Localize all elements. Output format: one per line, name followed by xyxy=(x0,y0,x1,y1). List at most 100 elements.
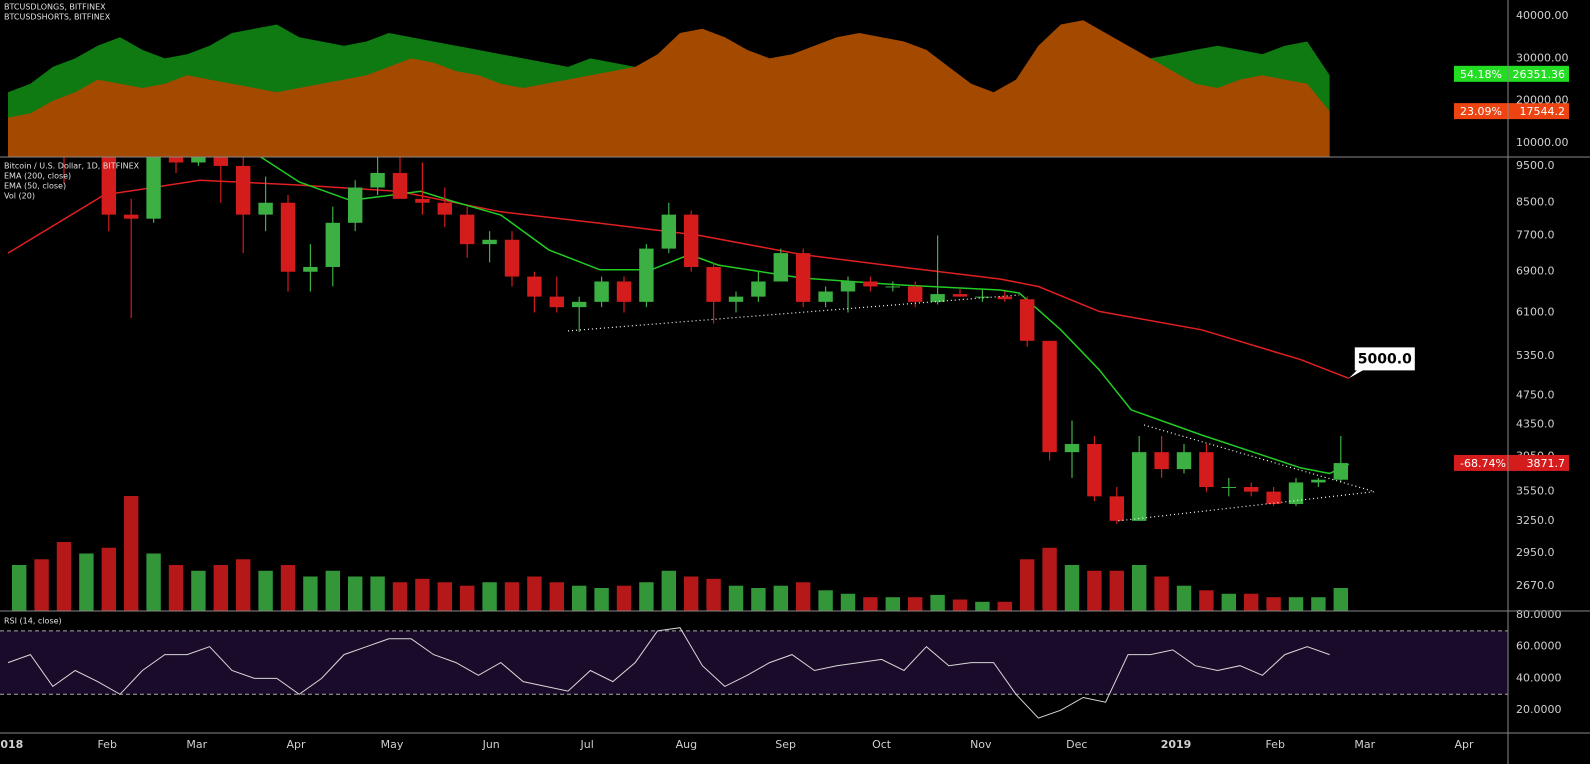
volume-bar xyxy=(885,597,900,611)
candle-body xyxy=(616,281,632,302)
price-value: 26351.36 xyxy=(1513,68,1566,81)
volume-bar xyxy=(437,582,452,611)
y-tick-label: 40.0000 xyxy=(1516,671,1562,684)
volume-bar xyxy=(751,588,766,611)
volume-bar xyxy=(1064,565,1080,611)
candle-body xyxy=(392,172,408,199)
price-change: -68.74% xyxy=(1460,457,1506,470)
volume-bar xyxy=(818,590,833,611)
candle-body xyxy=(415,198,430,203)
y-tick-label: 2670.0 xyxy=(1516,579,1555,592)
y-tick-label: 9500.0 xyxy=(1516,159,1555,172)
price-change: 54.18% xyxy=(1460,68,1502,81)
area xyxy=(8,20,1330,157)
volume-bar xyxy=(1020,559,1035,611)
legend-entry: EMA (50, close) xyxy=(4,182,66,191)
candle-body xyxy=(1176,452,1192,470)
candle-body xyxy=(773,253,788,282)
candle-body xyxy=(437,202,452,215)
candle-body xyxy=(1244,487,1259,492)
x-tick-label: Oct xyxy=(872,738,892,751)
price-value: 3871.7 xyxy=(1527,457,1566,470)
candle-body xyxy=(796,253,811,302)
rsi-band xyxy=(0,630,1508,695)
candle-body xyxy=(124,214,139,219)
x-tick-label: Mar xyxy=(186,738,207,751)
candle-body xyxy=(1333,463,1348,480)
candle-body xyxy=(460,214,475,245)
candle-body xyxy=(952,294,968,297)
x-tick-label: May xyxy=(381,738,404,751)
candle-body xyxy=(728,296,744,302)
x-tick-label: Aug xyxy=(676,738,697,751)
candle-body xyxy=(1109,496,1124,521)
x-tick-label: Jul xyxy=(580,738,594,751)
rsi-line xyxy=(7,627,1330,719)
y-tick-label: 4750.0 xyxy=(1516,388,1555,401)
x-tick-label: Feb xyxy=(97,738,116,751)
volume-bar xyxy=(1266,597,1281,611)
candle-body xyxy=(1154,452,1169,470)
volume-bar xyxy=(168,565,184,611)
volume-bar xyxy=(258,570,273,611)
candle-body xyxy=(258,202,273,215)
volume-bar xyxy=(1087,570,1102,611)
candle-body xyxy=(1311,479,1326,483)
candle-body xyxy=(997,296,1012,300)
volume-bar xyxy=(1311,597,1326,611)
candle-body xyxy=(482,239,497,245)
volume-bar xyxy=(348,576,363,611)
y-tick-label: 3250.0 xyxy=(1516,514,1555,527)
volume-bar xyxy=(930,594,945,611)
volume-bar xyxy=(482,582,497,611)
volume-bar xyxy=(101,547,116,611)
candle-body xyxy=(370,172,385,188)
price-tag xyxy=(1454,454,1569,471)
x-tick-label: Dec xyxy=(1066,738,1087,751)
candle-body xyxy=(146,157,161,219)
volume-bar xyxy=(1333,588,1348,611)
candle-body xyxy=(930,294,945,302)
candle-body xyxy=(863,281,878,287)
volume-bar xyxy=(79,553,94,611)
candle-body xyxy=(348,187,363,223)
y-tick-label: 80.0000 xyxy=(1516,608,1562,621)
legend-entry: BTCUSDSHORTS, BITFINEX xyxy=(4,13,111,22)
legend-entry: BTCUSDLONGS, BITFINEX xyxy=(4,3,106,12)
volume-bar xyxy=(997,601,1012,611)
candle-body xyxy=(1020,299,1035,341)
candle-body xyxy=(101,157,116,215)
chart-title: Bitcoin / U.S. Dollar, 1D, BITFINEX xyxy=(4,162,140,171)
candle-body xyxy=(1132,452,1147,521)
candle-body xyxy=(1288,482,1304,504)
candle-body xyxy=(280,202,296,272)
volume-bar xyxy=(527,576,542,611)
volume-bar xyxy=(280,565,296,611)
price-value: 17544.2 xyxy=(1520,105,1566,118)
annotation-box xyxy=(1348,347,1415,379)
volume-bar xyxy=(191,570,206,611)
candle-body xyxy=(572,301,587,308)
volume-bar xyxy=(325,570,340,611)
candle-body xyxy=(818,291,833,302)
candle-body xyxy=(527,276,542,297)
y-tick-label: 8500.0 xyxy=(1516,196,1555,209)
y-tick-label: 6100.0 xyxy=(1516,306,1555,319)
volume-bar xyxy=(796,582,811,611)
y-tick-label: 6900.0 xyxy=(1516,265,1555,278)
candle-body xyxy=(840,281,856,292)
volume-bar xyxy=(370,576,385,611)
y-tick-label: 60.0000 xyxy=(1516,640,1562,653)
volume-bar xyxy=(303,576,318,611)
x-tick-label: Mar xyxy=(1354,738,1375,751)
pane-longs-shorts xyxy=(8,20,1330,157)
y-tick-label: 30000.00 xyxy=(1516,51,1569,64)
volume-bar xyxy=(639,582,654,611)
y-tick-label: 10000.00 xyxy=(1516,136,1569,149)
x-tick-label: Sep xyxy=(775,738,796,751)
x-tick-label: Apr xyxy=(286,738,306,751)
ema-line xyxy=(257,157,1350,475)
candle-body xyxy=(213,157,228,166)
